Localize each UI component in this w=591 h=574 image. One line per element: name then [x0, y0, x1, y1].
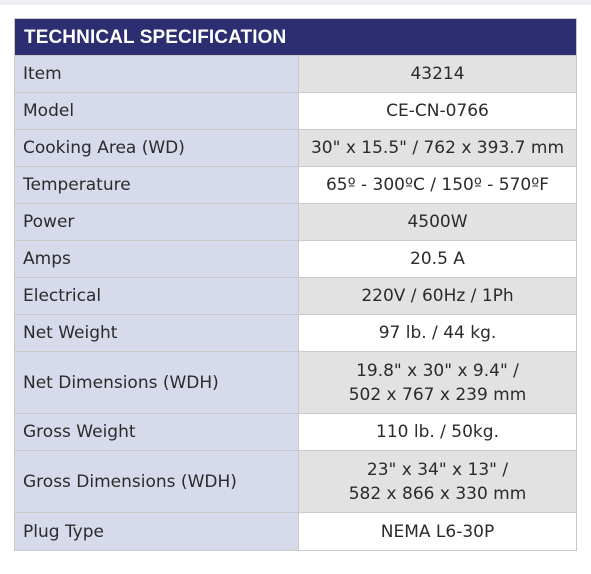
- table-row-power: Power 4500W: [15, 204, 576, 241]
- row-value: 4500W: [299, 204, 576, 240]
- row-value: 110 lb. / 50kg.: [299, 414, 576, 450]
- table-row-gross-dimensions: Gross Dimensions (WDH) 23" x 34" x 13" /…: [15, 451, 576, 513]
- row-value: 20.5 A: [299, 241, 576, 277]
- row-label: Temperature: [15, 167, 299, 203]
- row-value: 220V / 60Hz / 1Ph: [299, 278, 576, 314]
- spec-table: TECHNICAL SPECIFICATION Item 43214 Model…: [14, 18, 577, 551]
- row-label: Item: [15, 56, 299, 92]
- row-value: 23" x 34" x 13" / 582 x 866 x 330 mm: [299, 451, 576, 512]
- table-row-temperature: Temperature 65º - 300ºC / 150º - 570ºF: [15, 167, 576, 204]
- table-row-model: Model CE-CN-0766: [15, 93, 576, 130]
- table-row-gross-weight: Gross Weight 110 lb. / 50kg.: [15, 414, 576, 451]
- table-row-electrical: Electrical 220V / 60Hz / 1Ph: [15, 278, 576, 315]
- row-label: Model: [15, 93, 299, 129]
- row-label: Gross Dimensions (WDH): [15, 451, 299, 512]
- row-value: CE-CN-0766: [299, 93, 576, 129]
- table-row-amps: Amps 20.5 A: [15, 241, 576, 278]
- table-row-cooking-area: Cooking Area (WD) 30" x 15.5" / 762 x 39…: [15, 130, 576, 167]
- row-label: Plug Type: [15, 513, 299, 550]
- row-label: Electrical: [15, 278, 299, 314]
- table-row-net-weight: Net Weight 97 lb. / 44 kg.: [15, 315, 576, 352]
- table-row-net-dimensions: Net Dimensions (WDH) 19.8" x 30" x 9.4" …: [15, 352, 576, 414]
- row-value: 30" x 15.5" / 762 x 393.7 mm: [299, 130, 576, 166]
- row-value: 43214: [299, 56, 576, 92]
- row-label: Net Dimensions (WDH): [15, 352, 299, 413]
- table-row-item: Item 43214: [15, 56, 576, 93]
- row-value: NEMA L6-30P: [299, 513, 576, 550]
- row-value: 97 lb. / 44 kg.: [299, 315, 576, 351]
- row-value-line: 23" x 34" x 13" /: [366, 459, 509, 480]
- row-value-line: 582 x 866 x 330 mm: [348, 483, 527, 504]
- top-strip: [0, 0, 591, 5]
- row-label: Gross Weight: [15, 414, 299, 450]
- row-value: 65º - 300ºC / 150º - 570ºF: [299, 167, 576, 203]
- row-value-line: 502 x 767 x 239 mm: [348, 384, 527, 405]
- row-label: Cooking Area (WD): [15, 130, 299, 166]
- table-title: TECHNICAL SPECIFICATION: [15, 19, 576, 56]
- row-value-line: 19.8" x 30" x 9.4" /: [356, 360, 519, 381]
- row-value: 19.8" x 30" x 9.4" / 502 x 767 x 239 mm: [299, 352, 576, 413]
- row-label: Power: [15, 204, 299, 240]
- row-label: Net Weight: [15, 315, 299, 351]
- row-label: Amps: [15, 241, 299, 277]
- table-row-plug-type: Plug Type NEMA L6-30P: [15, 513, 576, 550]
